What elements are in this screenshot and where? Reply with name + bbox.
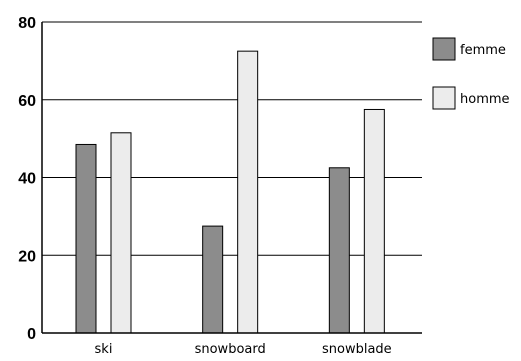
y-tick-label: 20 <box>18 248 36 265</box>
legend-label-femme: femme <box>460 43 506 58</box>
y-tick-label: 60 <box>18 93 36 110</box>
y-tick-label: 40 <box>18 171 36 188</box>
legend-label-homme: homme <box>460 92 510 107</box>
bar-femme-snowblade <box>328 167 350 334</box>
x-tick-label: ski <box>95 342 113 357</box>
y-tick-label: 0 <box>27 326 36 343</box>
y-tick-label: 80 <box>18 15 36 32</box>
bar-homme-ski <box>110 132 132 334</box>
y-tick-labels: 0 20 40 60 80 <box>18 15 36 343</box>
bar-homme-snowblade <box>363 108 385 334</box>
legend-swatch-femme <box>432 37 456 61</box>
bar-homme-snowboard <box>237 50 259 334</box>
bar-femme-ski <box>75 143 97 334</box>
bars <box>75 50 385 334</box>
legend: femme homme <box>432 37 510 110</box>
legend-swatch-homme <box>432 86 456 110</box>
x-tick-label: snowblade <box>322 342 392 357</box>
grid-lines <box>42 21 422 256</box>
axes <box>41 22 422 334</box>
x-tick-labels: ski snowboard snowblade <box>95 342 392 357</box>
x-tick-label: snowboard <box>195 342 266 357</box>
bar-femme-snowboard <box>202 225 224 334</box>
